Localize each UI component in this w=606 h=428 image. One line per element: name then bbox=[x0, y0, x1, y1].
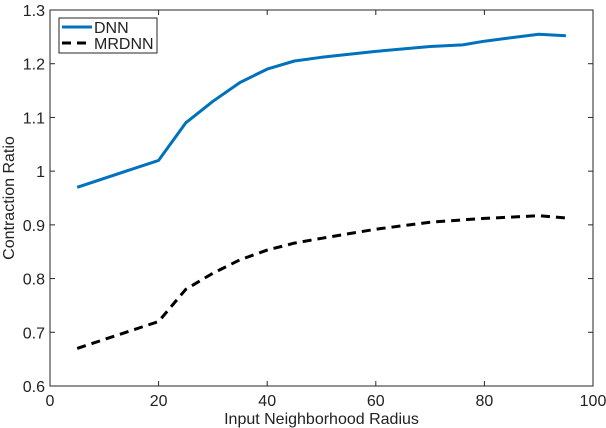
x-tick-label: 60 bbox=[367, 393, 385, 410]
y-tick-label: 0.9 bbox=[23, 218, 45, 235]
x-tick-label: 0 bbox=[46, 393, 55, 410]
series-line-dnn bbox=[76, 32, 566, 189]
y-tick-label: 1.3 bbox=[23, 3, 45, 20]
y-tick-label: 0.6 bbox=[23, 379, 45, 396]
legend-label-mrdnn: MRDNN bbox=[94, 36, 154, 53]
y-axis-label: Contraction Ratio bbox=[1, 136, 18, 260]
legend-label-dnn: DNN bbox=[94, 20, 129, 37]
y-tick-label: 1.1 bbox=[23, 110, 45, 127]
y-tick-label: 0.7 bbox=[23, 325, 45, 342]
y-tick-label: 1 bbox=[36, 164, 45, 181]
y-tick-label: 0.8 bbox=[23, 272, 45, 289]
x-tick-label: 80 bbox=[476, 393, 494, 410]
y-tick-label: 1.2 bbox=[23, 57, 45, 74]
x-tick-label: 100 bbox=[580, 393, 606, 410]
series-line-mrdnn bbox=[76, 214, 567, 350]
x-tick-label: 40 bbox=[258, 393, 276, 410]
x-tick-label: 20 bbox=[150, 393, 168, 410]
legend-box bbox=[58, 17, 158, 54]
plot-area-frame bbox=[49, 9, 594, 387]
x-axis-label: Input Neighborhood Radius bbox=[224, 411, 419, 428]
